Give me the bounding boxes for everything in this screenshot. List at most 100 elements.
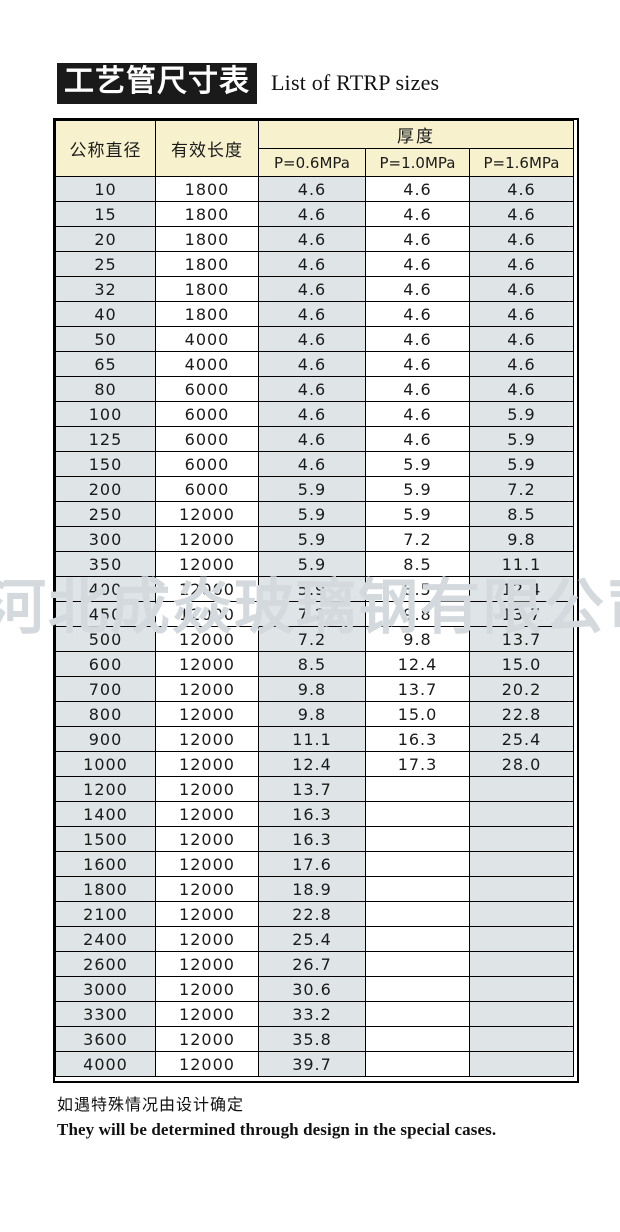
cell-nominal-diameter: 900 bbox=[55, 726, 156, 752]
cell-thickness-p10: 17.3 bbox=[365, 751, 470, 777]
cell-thickness-p10 bbox=[365, 776, 470, 802]
cell-thickness-p16: 4.6 bbox=[469, 301, 574, 327]
cell-thickness-p10 bbox=[365, 1051, 470, 1077]
cell-thickness-p06: 9.8 bbox=[258, 676, 366, 702]
cell-effective-length: 1800 bbox=[155, 176, 259, 202]
cell-nominal-diameter: 500 bbox=[55, 626, 156, 652]
cell-effective-length: 12000 bbox=[155, 876, 259, 902]
cell-nominal-diameter: 40 bbox=[55, 301, 156, 327]
cell-thickness-p16: 28.0 bbox=[469, 751, 574, 777]
cell-effective-length: 4000 bbox=[155, 351, 259, 377]
cell-thickness-p06: 30.6 bbox=[258, 976, 366, 1002]
cell-thickness-p06: 4.6 bbox=[258, 351, 366, 377]
cell-thickness-p10: 5.9 bbox=[365, 476, 470, 502]
cell-nominal-diameter: 800 bbox=[55, 701, 156, 727]
cell-effective-length: 12000 bbox=[155, 601, 259, 627]
cell-thickness-p16: 22.8 bbox=[469, 701, 574, 727]
table-row: 32 1800 4.6 4.6 4.6 bbox=[55, 276, 574, 302]
cell-thickness-p10: 4.6 bbox=[365, 376, 470, 402]
table-row: 4000 12000 39.7 bbox=[55, 1051, 574, 1077]
cell-nominal-diameter: 250 bbox=[55, 501, 156, 527]
table-row: 2400 12000 25.4 bbox=[55, 926, 574, 952]
cell-thickness-p16: 4.6 bbox=[469, 326, 574, 352]
cell-thickness-p06: 5.9 bbox=[258, 551, 366, 577]
cell-nominal-diameter: 600 bbox=[55, 651, 156, 677]
cell-thickness-p16: 4.6 bbox=[469, 201, 574, 227]
cell-thickness-p16 bbox=[469, 926, 574, 952]
header-thickness-group: 厚度 bbox=[258, 120, 574, 149]
cell-effective-length: 12000 bbox=[155, 901, 259, 927]
cell-nominal-diameter: 1600 bbox=[55, 851, 156, 877]
cell-thickness-p06: 5.9 bbox=[258, 576, 366, 602]
table-header-row-2: P=0.6MPa P=1.0MPa P=1.6MPa bbox=[56, 148, 574, 177]
cell-thickness-p06: 4.6 bbox=[258, 426, 366, 452]
cell-thickness-p10: 4.6 bbox=[365, 176, 470, 202]
table-row: 2600 12000 26.7 bbox=[55, 951, 574, 977]
cell-thickness-p16 bbox=[469, 1051, 574, 1077]
table-row: 3300 12000 33.2 bbox=[55, 1001, 574, 1027]
table-row: 900 12000 11.1 16.3 25.4 bbox=[55, 726, 574, 752]
cell-thickness-p10: 5.9 bbox=[365, 501, 470, 527]
table-header: 公称直径 有效长度 厚度 P=0.6MPa P=1.0MPa P=1.6MPa bbox=[55, 120, 574, 177]
cell-thickness-p06: 5.9 bbox=[258, 526, 366, 552]
cell-effective-length: 1800 bbox=[155, 201, 259, 227]
cell-thickness-p06: 22.8 bbox=[258, 901, 366, 927]
cell-nominal-diameter: 25 bbox=[55, 251, 156, 277]
cell-effective-length: 12000 bbox=[155, 676, 259, 702]
cell-thickness-p10: 8.5 bbox=[365, 576, 470, 602]
cell-nominal-diameter: 15 bbox=[55, 201, 156, 227]
cell-thickness-p06: 18.9 bbox=[258, 876, 366, 902]
cell-thickness-p16: 5.9 bbox=[469, 451, 574, 477]
cell-nominal-diameter: 65 bbox=[55, 351, 156, 377]
cell-thickness-p06: 16.3 bbox=[258, 801, 366, 827]
cell-thickness-p16: 4.6 bbox=[469, 351, 574, 377]
header-nominal-diameter: 公称直径 bbox=[55, 120, 156, 177]
cell-nominal-diameter: 3300 bbox=[55, 1001, 156, 1027]
table-row: 10 1800 4.6 4.6 4.6 bbox=[55, 176, 574, 202]
table-row: 350 12000 5.9 8.5 11.1 bbox=[55, 551, 574, 577]
cell-nominal-diameter: 32 bbox=[55, 276, 156, 302]
cell-nominal-diameter: 1000 bbox=[55, 751, 156, 777]
cell-thickness-p06: 4.6 bbox=[258, 376, 366, 402]
cell-thickness-p10: 4.6 bbox=[365, 301, 470, 327]
cell-thickness-p06: 4.6 bbox=[258, 401, 366, 427]
cell-thickness-p10: 4.6 bbox=[365, 401, 470, 427]
cell-effective-length: 1800 bbox=[155, 226, 259, 252]
cell-nominal-diameter: 10 bbox=[55, 176, 156, 202]
cell-thickness-p16: 4.6 bbox=[469, 276, 574, 302]
cell-thickness-p06: 11.1 bbox=[258, 726, 366, 752]
cell-nominal-diameter: 150 bbox=[55, 451, 156, 477]
cell-effective-length: 12000 bbox=[155, 651, 259, 677]
footnote-english: They will be determined through design i… bbox=[57, 1119, 497, 1139]
table-row: 150 6000 4.6 5.9 5.9 bbox=[55, 451, 574, 477]
table-row: 200 6000 5.9 5.9 7.2 bbox=[55, 476, 574, 502]
sizes-table-container: 公称直径 有效长度 厚度 P=0.6MPa P=1.0MPa P=1.6MPa … bbox=[53, 118, 579, 1083]
cell-effective-length: 12000 bbox=[155, 776, 259, 802]
cell-thickness-p10: 4.6 bbox=[365, 426, 470, 452]
cell-nominal-diameter: 450 bbox=[55, 601, 156, 627]
cell-effective-length: 1800 bbox=[155, 276, 259, 302]
cell-thickness-p16 bbox=[469, 801, 574, 827]
page-title-english: List of RTRP sizes bbox=[271, 70, 440, 96]
cell-thickness-p10: 16.3 bbox=[365, 726, 470, 752]
cell-thickness-p16: 15.0 bbox=[469, 651, 574, 677]
cell-effective-length: 12000 bbox=[155, 851, 259, 877]
cell-effective-length: 12000 bbox=[155, 926, 259, 952]
table-row: 1500 12000 16.3 bbox=[55, 826, 574, 852]
cell-thickness-p06: 13.7 bbox=[258, 776, 366, 802]
table-row: 80 6000 4.6 4.6 4.6 bbox=[55, 376, 574, 402]
cell-thickness-p16: 4.6 bbox=[469, 376, 574, 402]
cell-thickness-p10 bbox=[365, 901, 470, 927]
cell-thickness-p16: 13.7 bbox=[469, 601, 574, 627]
cell-thickness-p10 bbox=[365, 976, 470, 1002]
cell-thickness-p10: 12.4 bbox=[365, 651, 470, 677]
cell-thickness-p06: 12.4 bbox=[258, 751, 366, 777]
cell-thickness-p10: 13.7 bbox=[365, 676, 470, 702]
cell-thickness-p06: 8.5 bbox=[258, 651, 366, 677]
cell-thickness-p16 bbox=[469, 851, 574, 877]
cell-thickness-p16 bbox=[469, 901, 574, 927]
cell-effective-length: 12000 bbox=[155, 951, 259, 977]
table-row: 250 12000 5.9 5.9 8.5 bbox=[55, 501, 574, 527]
table-body: 10 1800 4.6 4.6 4.6 15 1800 4.6 4.6 4.6 20 1800 4.6 4… bbox=[55, 176, 574, 1077]
